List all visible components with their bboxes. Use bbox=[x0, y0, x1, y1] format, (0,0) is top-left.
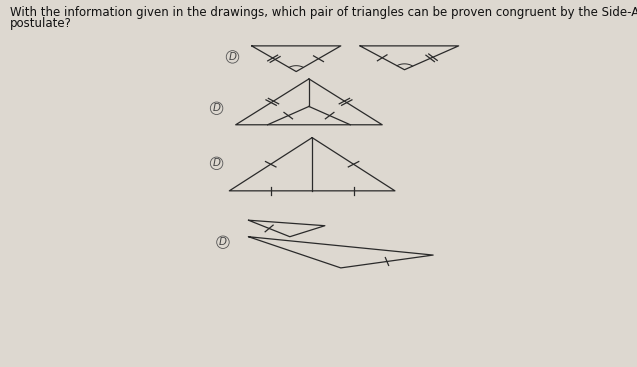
Text: postulate?: postulate? bbox=[10, 17, 71, 29]
Text: D: D bbox=[213, 103, 220, 113]
Text: D: D bbox=[219, 237, 227, 247]
Text: D: D bbox=[229, 52, 236, 62]
Text: With the information given in the drawings, which pair of triangles can be prove: With the information given in the drawin… bbox=[10, 6, 637, 18]
Text: D: D bbox=[213, 158, 220, 168]
